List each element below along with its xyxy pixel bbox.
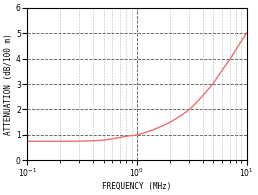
X-axis label: FREQUENCY (MHz): FREQUENCY (MHz) <box>102 182 172 191</box>
Y-axis label: ATTENUATION (dB/100 m): ATTENUATION (dB/100 m) <box>4 33 13 135</box>
